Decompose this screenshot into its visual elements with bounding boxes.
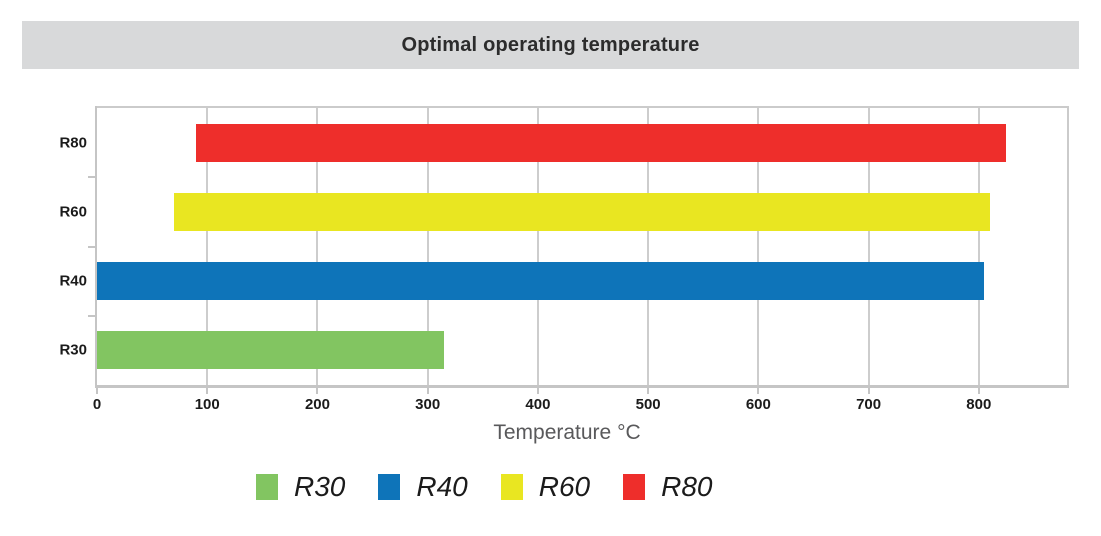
gridline-300: [426, 108, 429, 385]
x-axis-tick-800: [977, 388, 980, 394]
x-tick-label-400: 400: [525, 396, 551, 413]
x-axis-tick-0: [96, 388, 98, 394]
legend-label-r40: R40: [416, 471, 468, 502]
x-tick-label-100: 100: [194, 396, 220, 413]
legend-swatch-r60: [500, 474, 523, 501]
x-axis-line: [95, 385, 1069, 388]
y-axis-tick-3: [88, 314, 95, 317]
x-tick-label-800: 800: [966, 396, 992, 413]
x-axis-tick-400: [536, 388, 539, 394]
y-axis-tick-1: [88, 176, 95, 179]
legend-swatch-r80: [623, 474, 646, 501]
x-axis-tick-700: [867, 388, 870, 394]
legend-label-r30: R30: [294, 471, 346, 502]
category-label-r40: R40: [59, 272, 87, 290]
legend-item-r30: R30: [256, 471, 346, 503]
legend-item-r40: R40: [378, 471, 468, 503]
legend-label-r60: R60: [538, 471, 591, 502]
plot-border-top: [97, 106, 1069, 108]
category-label-r80: R80: [59, 134, 87, 152]
x-tick-label-0: 0: [92, 396, 102, 413]
x-axis-tick-500: [647, 388, 650, 394]
chart-title-bar: Optimal operating temperature: [22, 21, 1079, 69]
x-tick-label-600: 600: [745, 396, 771, 413]
x-tick-label-300: 300: [415, 396, 441, 413]
bar-r40: [97, 262, 985, 301]
bar-r30: [97, 331, 445, 370]
x-tick-label-700: 700: [856, 396, 882, 413]
x-axis-tick-100: [206, 388, 209, 394]
gridline-700: [867, 108, 870, 385]
x-axis-tick-600: [757, 388, 760, 394]
x-axis-tick-200: [316, 388, 319, 394]
legend-label-r80: R80: [661, 471, 713, 502]
x-tick-label-200: 200: [304, 396, 330, 413]
y-axis-tick-2: [88, 245, 95, 248]
gridline-100: [206, 108, 209, 385]
legend-swatch-r40: [378, 474, 401, 501]
bar-r80: [196, 123, 1007, 162]
legend: R30 R40 R60 R80: [256, 471, 713, 503]
gridline-400: [536, 108, 539, 385]
plot-border-right: [1067, 106, 1069, 385]
category-label-r60: R60: [59, 203, 87, 221]
gridline-800: [977, 108, 980, 385]
legend-item-r60: R60: [500, 471, 591, 503]
gridline-500: [647, 108, 650, 385]
category-label-r30: R30: [59, 341, 87, 359]
bar-r60: [174, 192, 990, 231]
x-tick-label-500: 500: [635, 396, 661, 413]
x-axis-tick-300: [426, 388, 429, 394]
gridline-200: [316, 108, 319, 385]
y-axis-line: [95, 106, 97, 385]
x-axis-label: Temperature °C: [493, 421, 641, 444]
gridline-600: [757, 108, 760, 385]
legend-swatch-r30: [256, 474, 278, 501]
chart-title: Optimal operating temperature: [401, 33, 700, 56]
plot-area: 0 100 200 300 400 500 600 700 800 R80 R60 R40 R30: [59, 106, 1069, 413]
legend-item-r80: R80: [623, 471, 713, 503]
